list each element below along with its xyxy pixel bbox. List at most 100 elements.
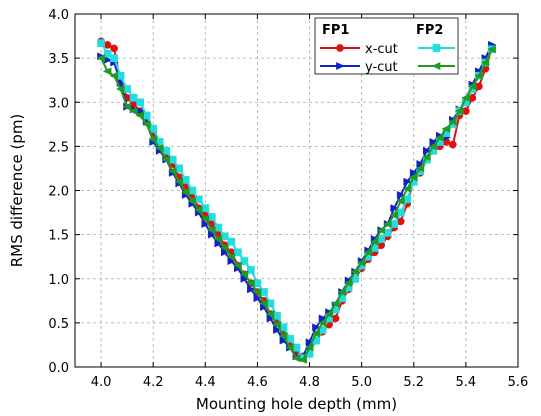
data-point: [390, 204, 400, 213]
data-point: [291, 354, 301, 363]
legend-marker: [432, 44, 441, 52]
data-point: [448, 117, 457, 126]
legend-entries: [320, 44, 455, 70]
data-point: [252, 287, 262, 296]
data-point: [247, 285, 256, 294]
series-line: [100, 40, 493, 358]
data-point: [123, 85, 131, 93]
data-point: [429, 137, 439, 146]
legend: FP1 FP2 x-cut y-cut: [314, 17, 459, 75]
data-point: [102, 67, 112, 76]
data-point: [421, 152, 431, 161]
data-point: [382, 220, 392, 229]
data-point: [305, 338, 315, 347]
x-tick-label: 5.2: [403, 375, 424, 390]
y-tick-label: 3.5: [48, 52, 69, 67]
data-point: [193, 205, 203, 214]
legend-marker: [336, 62, 345, 70]
x-tick-label: 4.0: [91, 375, 112, 390]
x-tick-label: 4.4: [195, 375, 216, 390]
data-point: [350, 267, 359, 276]
data-point: [441, 124, 451, 133]
legend-marker: [431, 62, 441, 70]
data-point: [180, 188, 190, 197]
data-point: [103, 41, 112, 49]
x-tick-label: 4.2: [143, 375, 164, 390]
data-point: [240, 257, 249, 265]
data-point: [273, 311, 281, 320]
data-point: [207, 213, 216, 221]
data-point: [148, 135, 158, 144]
data-point: [266, 299, 275, 308]
data-point: [454, 107, 464, 116]
data-point: [214, 223, 223, 232]
data-point: [239, 270, 249, 279]
series-3: [96, 45, 496, 364]
data-point: [200, 214, 210, 223]
data-point: [110, 54, 118, 62]
data-point: [330, 299, 340, 308]
data-point: [207, 230, 217, 239]
data-point: [396, 190, 406, 199]
data-point: [201, 220, 211, 229]
data-point: [462, 107, 470, 115]
y-axis-label: RMS difference (pm): [8, 114, 26, 268]
y-tick-label: 3.0: [48, 96, 69, 111]
data-point: [167, 167, 177, 176]
x-axis: 4.0 4.2 4.4 4.6 4.8 5.0 5.2 5.4 5.6: [91, 14, 528, 390]
data-point: [109, 71, 118, 80]
data-point: [220, 248, 230, 257]
data-point: [272, 320, 281, 329]
series-line: [100, 42, 493, 360]
data-point: [363, 248, 373, 257]
data-point: [115, 85, 125, 94]
data-point: [220, 232, 229, 241]
data-point: [214, 239, 224, 248]
series-2: [97, 39, 496, 363]
data-point: [480, 58, 490, 67]
data-point: [356, 258, 366, 267]
data-point: [187, 197, 197, 206]
x-axis-label: Mounting hole depth (mm): [196, 395, 397, 413]
data-point: [103, 49, 112, 58]
data-point: [278, 332, 288, 341]
data-point: [273, 325, 282, 334]
data-point: [475, 82, 483, 91]
data-point: [389, 211, 399, 220]
data-point: [467, 82, 477, 91]
data-point: [285, 343, 294, 352]
data-point: [265, 310, 275, 319]
data-point: [226, 252, 236, 261]
series-0: [97, 37, 496, 361]
y-tick-label: 1.5: [48, 229, 69, 244]
data-point: [266, 314, 276, 323]
data-point: [318, 314, 328, 323]
series-1: [97, 40, 497, 361]
y-axis: 0.0 0.5 1.0 1.5 2.0 2.5 3.0 3.5 4.0: [48, 8, 518, 376]
data-point: [122, 102, 131, 111]
data-point: [428, 142, 438, 151]
data-point: [175, 164, 184, 173]
data-point: [449, 140, 457, 149]
y-tick-label: 0.0: [48, 361, 69, 376]
data-point: [207, 226, 216, 235]
data-point: [317, 318, 327, 327]
data-point: [220, 243, 229, 252]
data-point: [311, 329, 320, 338]
x-tick-label: 5.0: [351, 375, 372, 390]
data-point: [234, 248, 242, 257]
data-point: [435, 133, 444, 142]
legend-label-y-cut: y-cut: [365, 60, 398, 75]
data-point: [110, 44, 118, 53]
data-point: [402, 184, 412, 193]
y-tick-label: 2.0: [48, 185, 69, 200]
data-point: [97, 39, 105, 47]
y-tick-label: 0.5: [48, 317, 69, 332]
data-point: [227, 237, 236, 246]
data-point: [369, 237, 379, 246]
data-point: [395, 197, 405, 206]
data-point: [142, 111, 151, 120]
y-tick-label: 4.0: [48, 8, 69, 23]
data-point: [240, 274, 250, 283]
